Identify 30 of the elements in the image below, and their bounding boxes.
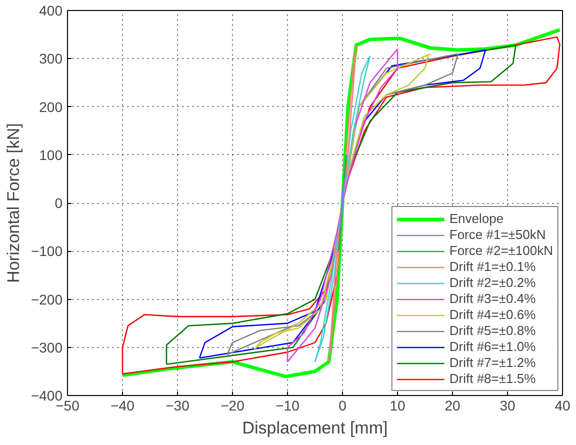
y-tick-label: −100 bbox=[30, 243, 63, 260]
x-tick-label: −30 bbox=[166, 398, 190, 414]
legend-label: Drift #5=±0.8% bbox=[449, 323, 536, 338]
legend-label: Drift #8=±1.5% bbox=[449, 371, 536, 386]
x-tick-label: −10 bbox=[276, 398, 300, 414]
legend-label: Drift #7=±1.2% bbox=[449, 355, 536, 370]
y-tick-label: 0 bbox=[54, 195, 63, 211]
legend-label: Drift #4=±0.6% bbox=[449, 307, 536, 322]
x-axis-title: Displacement [mm] bbox=[242, 418, 388, 438]
y-tick-label: 400 bbox=[39, 2, 63, 18]
x-tick-label: 40 bbox=[554, 398, 570, 414]
legend-label: Force #1=±50kN bbox=[449, 227, 546, 242]
x-tick-label: 20 bbox=[444, 398, 460, 414]
x-tick-label: 30 bbox=[500, 398, 516, 414]
y-tick-label: 200 bbox=[39, 98, 63, 115]
y-tick-label: −200 bbox=[30, 291, 63, 308]
legend-label: Envelope bbox=[449, 211, 504, 226]
legend-label: Drift #6=±1.0% bbox=[449, 339, 536, 354]
legend-label: Drift #1=±0.1% bbox=[449, 259, 536, 274]
y-axis-title: Horizontal Force [kN] bbox=[4, 123, 23, 283]
x-tick-label: −20 bbox=[220, 398, 245, 414]
y-tick-label: 300 bbox=[39, 50, 63, 67]
y-tick-label: −300 bbox=[30, 339, 63, 356]
x-tick-label: 0 bbox=[338, 398, 347, 414]
x-tick-label: 10 bbox=[390, 398, 406, 414]
legend-label: Force #2=±100kN bbox=[449, 243, 553, 258]
x-tick-label: −40 bbox=[110, 398, 135, 414]
legend-label: Drift #3=±0.4% bbox=[449, 291, 536, 306]
y-tick-label: 100 bbox=[39, 146, 63, 163]
legend-label: Drift #2=±0.2% bbox=[449, 275, 536, 290]
